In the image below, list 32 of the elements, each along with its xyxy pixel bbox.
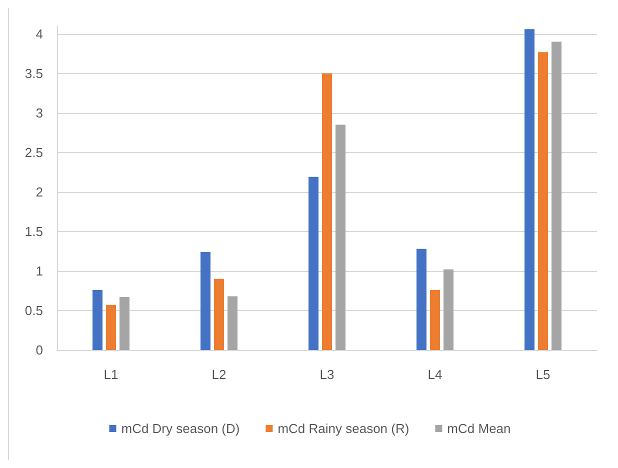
bar — [538, 52, 548, 350]
legend-label: mCd Dry season (D) — [121, 421, 240, 436]
x-tick-label: L4 — [428, 367, 442, 382]
bar — [228, 296, 238, 350]
y-tick-label: 3 — [36, 105, 43, 120]
y-tick-label: 2.5 — [24, 144, 43, 160]
y-tick-label: 3.5 — [24, 66, 43, 81]
bar — [416, 248, 426, 350]
bar — [336, 124, 346, 350]
bar — [524, 29, 534, 350]
bar — [444, 269, 454, 350]
legend-label: mCd Mean — [447, 421, 511, 436]
x-tick-label: L1 — [104, 367, 118, 382]
y-tick-label: 0.5 — [24, 302, 43, 318]
bar — [308, 176, 318, 350]
y-tick-label: 2 — [36, 184, 43, 200]
x-tick-label: L3 — [320, 367, 334, 382]
bar — [200, 252, 210, 350]
bar — [322, 73, 332, 350]
y-tick-label: 0 — [36, 342, 43, 358]
bar — [106, 304, 116, 350]
bar — [92, 290, 102, 350]
bar — [120, 297, 130, 350]
x-tick-label: L2 — [212, 367, 226, 382]
y-tick-label: 1.5 — [24, 224, 43, 239]
bar — [214, 278, 224, 350]
bar — [430, 290, 440, 350]
y-tick-label: 1 — [36, 263, 43, 278]
legend-label: mCd Rainy season (R) — [278, 421, 410, 436]
bar — [552, 42, 562, 350]
y-tick-label: 4 — [36, 26, 43, 42]
x-tick-label: L5 — [536, 367, 550, 382]
